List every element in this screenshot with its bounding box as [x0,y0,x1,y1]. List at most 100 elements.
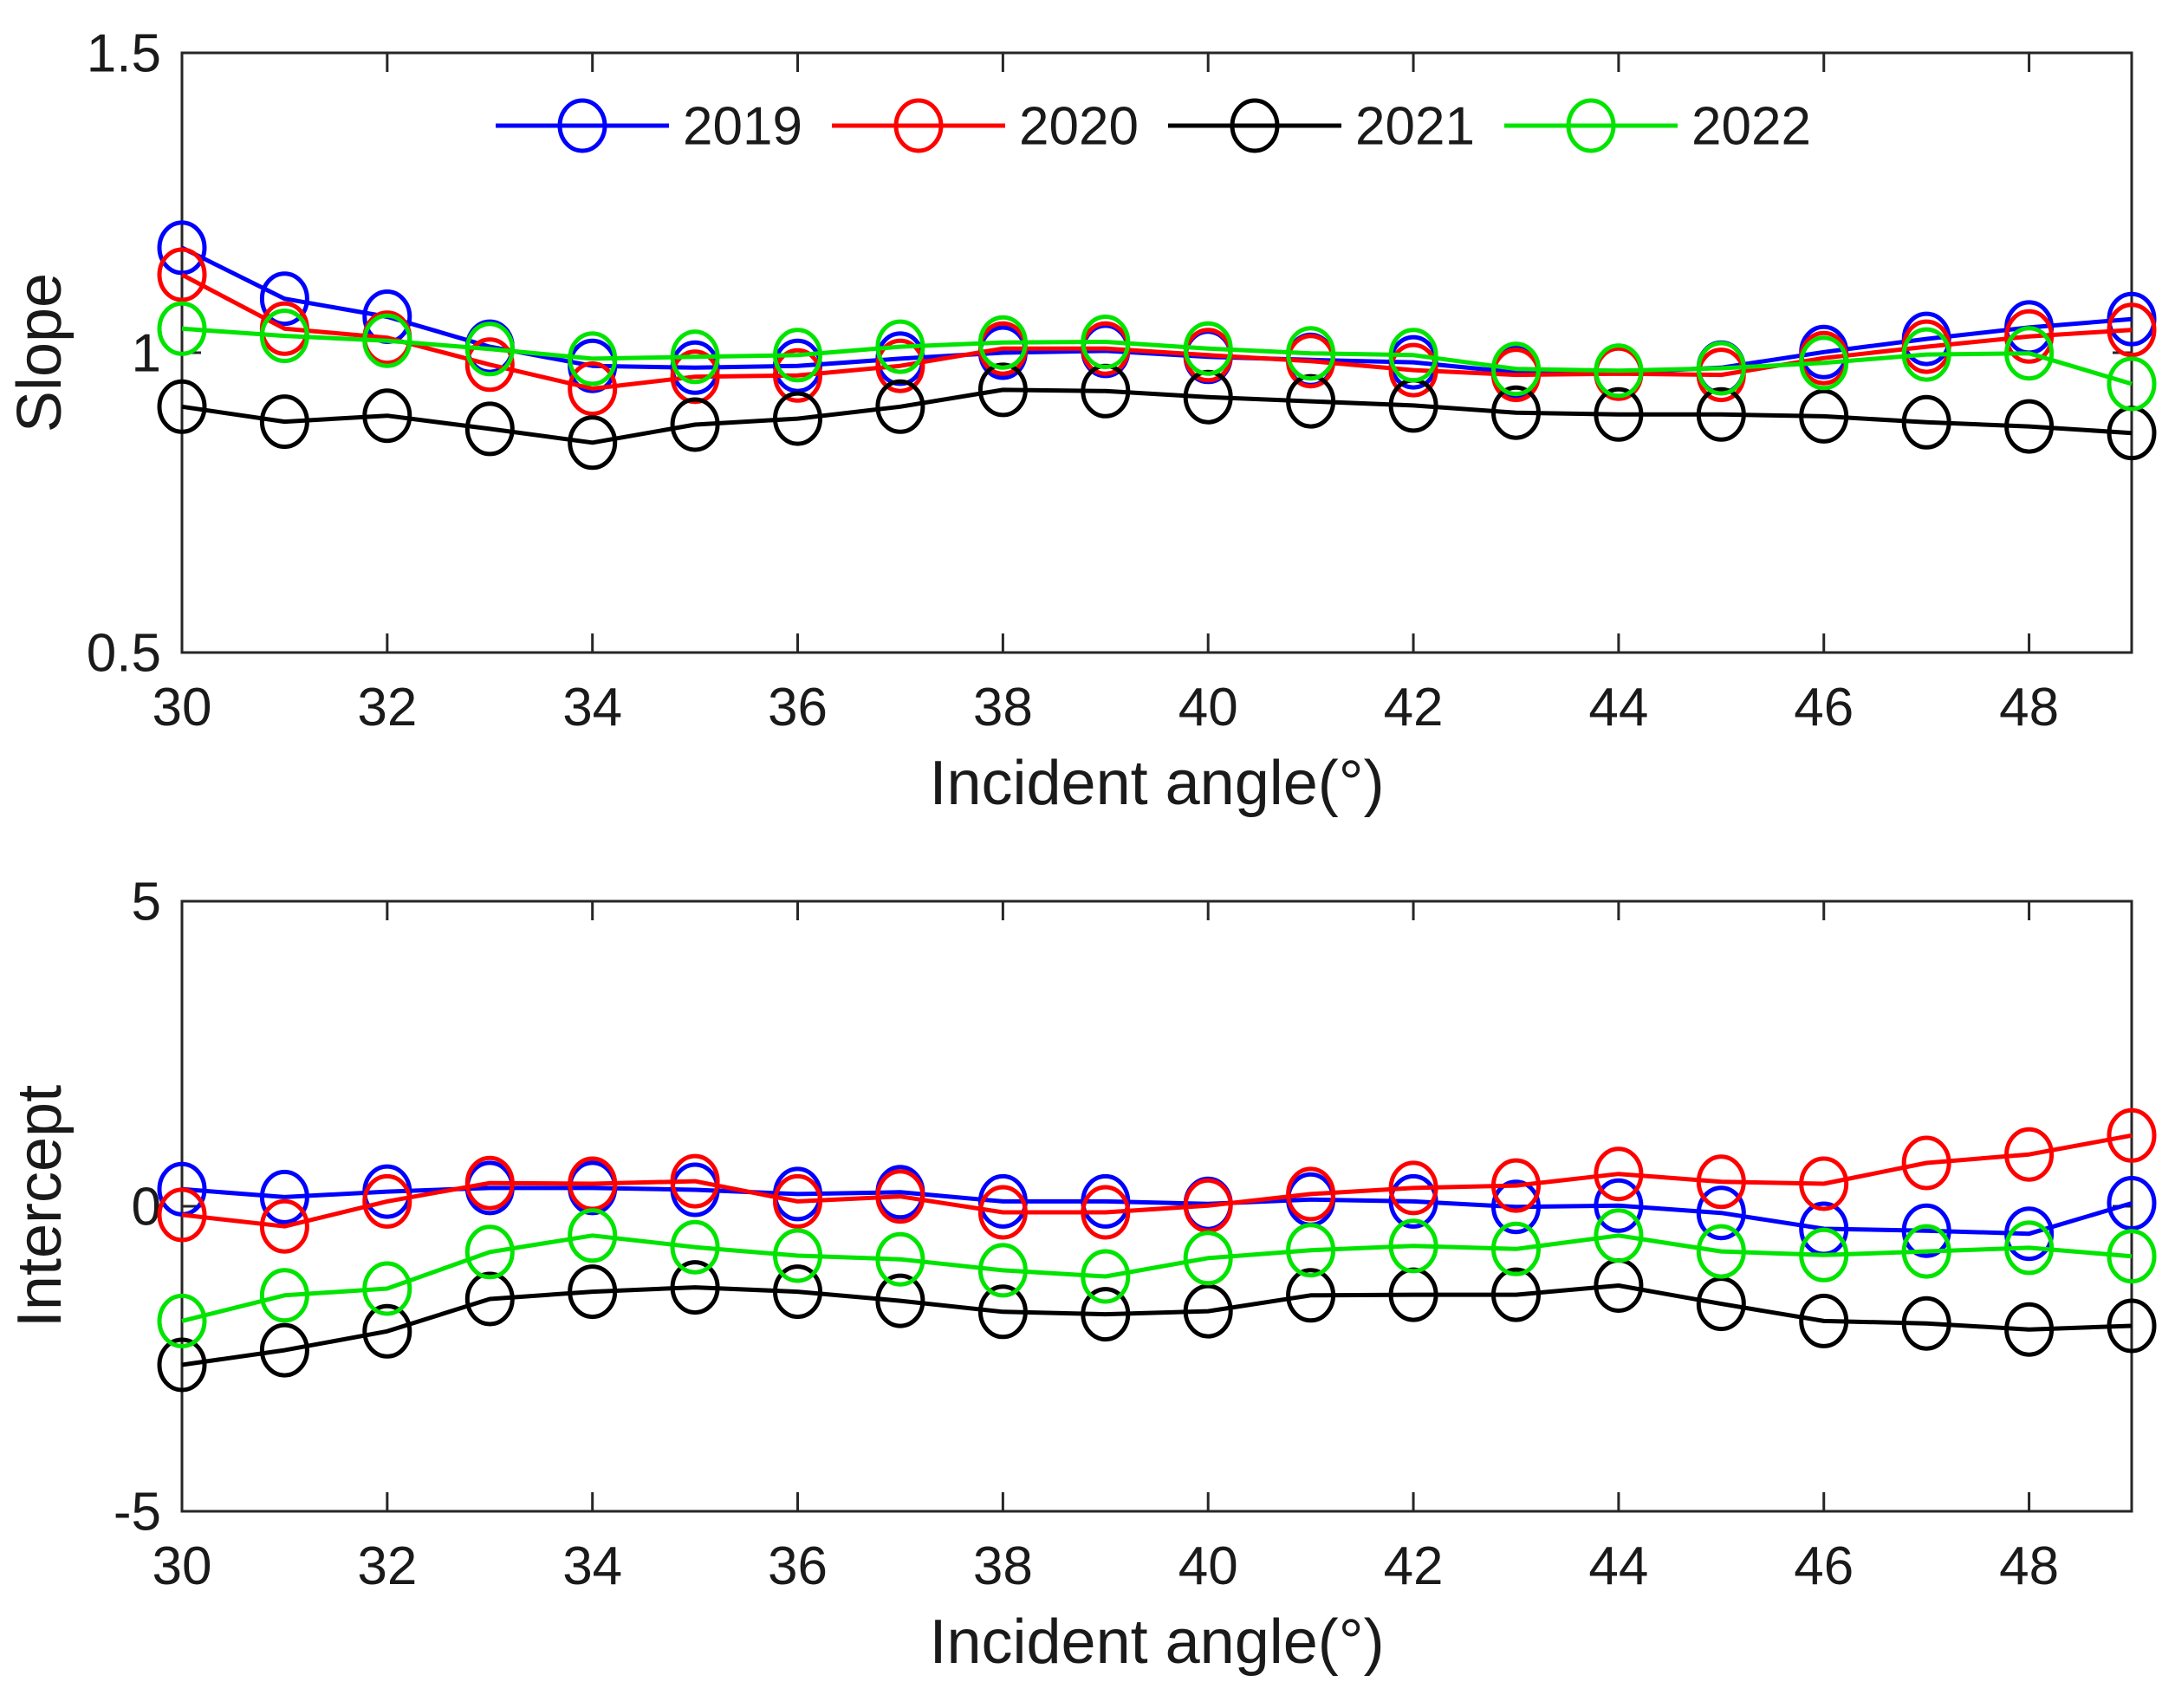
data-point-marker [1696,1154,1746,1210]
data-point-marker [1901,1135,1951,1191]
data-point-marker [362,388,412,444]
y-tick-label: 5 [132,873,161,932]
data-point-marker [1799,388,1849,444]
data-point-marker [1696,1185,1746,1241]
data-point-marker [157,1161,207,1217]
data-point-marker [362,1303,412,1359]
data-point-marker [259,394,309,450]
data-point-marker [1491,341,1541,397]
data-point-marker [464,1271,515,1327]
data-point-marker [157,1337,207,1393]
data-point-marker [1183,321,1233,376]
series-2019 [157,220,2157,400]
legend-label: 2020 [1019,97,1139,157]
data-point-marker [1286,373,1336,429]
data-point-marker [2004,1206,2055,1262]
x-tick-label: 44 [1588,1536,1648,1596]
x-tick-label: 40 [1178,1536,1238,1596]
data-point-marker [1081,1185,1131,1240]
data-point-marker [977,362,1028,418]
x-tick-label: 48 [1999,678,2059,737]
x-tick-label: 46 [1794,1536,1854,1596]
data-point-marker [1696,1224,1746,1279]
data-point-marker [2107,1298,2157,1354]
data-point-marker [464,321,515,377]
data-point-marker [773,391,822,446]
data-point-marker [259,1198,309,1254]
data-point-marker [464,1224,515,1280]
data-point-marker [2107,1176,2157,1231]
data-point-marker [2004,308,2055,364]
data-point-marker [1799,335,1849,391]
data-point-marker [1388,342,1438,398]
data-point-marker [2107,356,2157,412]
data-point-marker [875,1231,925,1287]
series-line [181,387,2133,445]
x-tick-label: 32 [357,1536,417,1596]
x-axis-label: Incident angle(°) [929,749,1384,818]
series-line [181,1233,2133,1323]
data-point-marker [568,1264,618,1320]
data-point-marker [875,319,925,374]
data-point-marker [773,1173,822,1229]
legend: 2019 2020 2021 2022 [496,97,1811,157]
data-point-marker [1183,1283,1233,1339]
circle-icon [1566,98,1616,153]
data-point-marker [1901,1296,1951,1351]
data-point-marker [1491,1267,1541,1322]
x-tick-label: 46 [1794,678,1854,737]
data-point-marker [1388,1173,1438,1229]
x-tick-label: 30 [153,1536,212,1596]
x-tick-label: 42 [1384,1536,1444,1596]
data-point-marker [259,271,309,327]
data-point-marker [568,361,618,416]
data-point-marker [2004,1127,2055,1182]
series-2020 [157,1107,2157,1254]
legend-item-2020: 2020 [832,97,1139,157]
data-point-marker [977,1284,1028,1340]
data-point-marker [157,301,207,356]
data-point-marker [1081,1249,1131,1304]
data-point-marker [1799,1156,1849,1211]
data-point-marker [1594,343,1644,399]
x-tick-label: 34 [562,678,622,737]
series-line [181,1283,2133,1367]
data-point-marker [464,1155,515,1211]
data-point-marker [875,1169,925,1224]
data-point-marker [1286,1268,1336,1323]
data-point-marker [568,331,618,386]
data-point-marker [875,379,925,434]
series-line [181,1133,2133,1229]
data-point-marker [1491,1158,1541,1213]
series-2022 [157,301,2157,412]
data-point-marker [1696,386,1746,442]
data-point-marker [773,1264,822,1320]
data-point-marker [977,315,1028,370]
data-point-marker [670,1153,720,1209]
data-point-marker [1901,394,1951,450]
series-2020 [157,247,2157,416]
x-tick-label: 38 [973,1536,1033,1596]
legend-label: 2021 [1355,97,1475,157]
data-point-marker [1594,1146,1644,1202]
data-point-marker [1081,315,1131,369]
data-point-marker [875,1273,925,1328]
data-point-marker [1286,326,1336,381]
data-point-marker [670,1219,720,1275]
series-2019 [157,1160,2157,1262]
data-point-marker [1594,1208,1644,1263]
data-point-marker [568,415,618,471]
data-point-marker [464,337,515,393]
slope-chart: 30 32 34 36 38 40 42 44 46 48 0.5 1 1.5 Incident angl… [5,24,2157,818]
data-point-marker [1388,1160,1438,1216]
x-tick-label: 44 [1588,678,1648,737]
x-tick-label: 38 [973,678,1033,737]
data-point-marker [362,1173,412,1229]
data-point-marker [259,1322,309,1378]
data-point-marker [157,220,207,276]
legend-label: 2019 [683,97,802,157]
data-point-marker [670,349,720,405]
data-point-marker [1081,1287,1131,1342]
data-point-marker [2107,1107,2157,1163]
